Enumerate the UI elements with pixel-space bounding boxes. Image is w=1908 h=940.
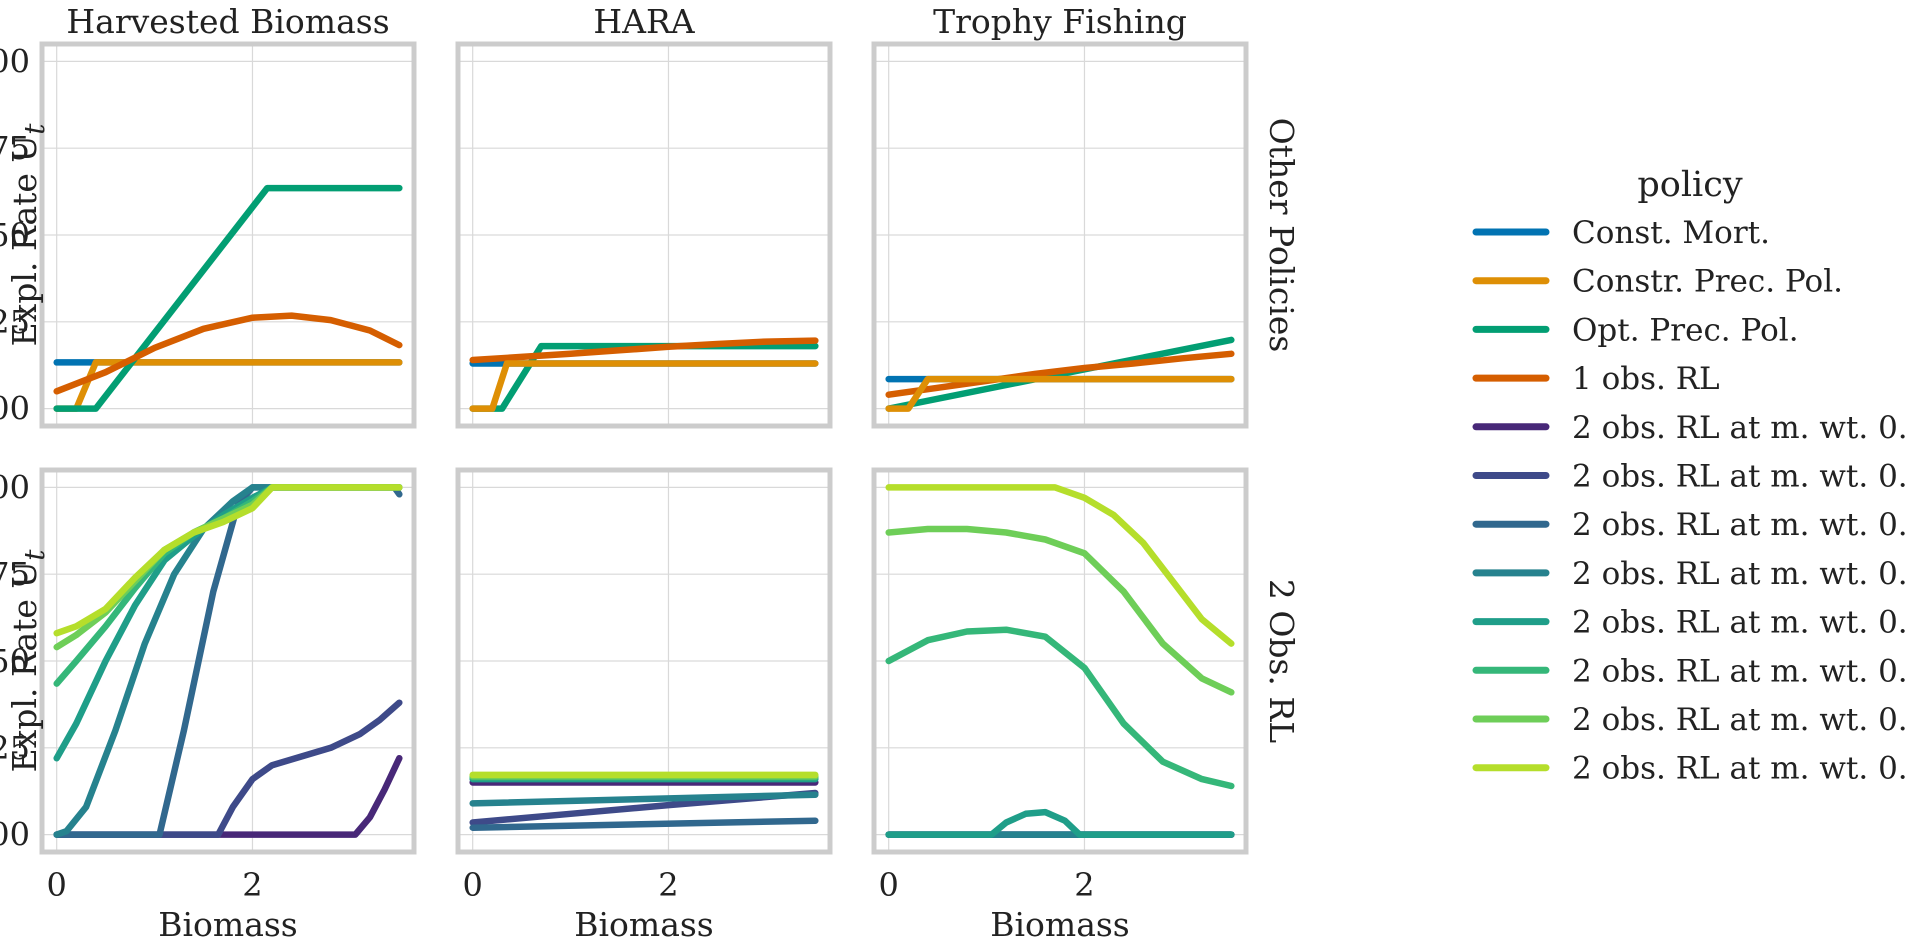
legend-item: Const. Mort. [1472, 215, 1770, 251]
ytick-label: 0.00 [0, 816, 30, 854]
legend-label: 1 obs. RL [1572, 361, 1720, 397]
series-line [53, 699, 403, 838]
legend-label: 2 obs. RL at m. wt. 0.25 [1572, 410, 1908, 446]
series-line [885, 525, 1235, 696]
panel-1-1: 0.00 0.25 0.50 0.75 1.00 Expl. Rate Ut Harvest… [0, 2, 417, 429]
series-line [53, 754, 403, 838]
legend-title: policy [1637, 165, 1742, 205]
series-line [53, 484, 403, 637]
legend-item: 2 obs. RL at m. wt. 0.49 [1472, 556, 1908, 592]
legend: policy Const. Mort. Constr. Prec. Pol. Opt.… [1472, 165, 1908, 787]
legend-item: 2 obs. RL at m. wt. 0.33 [1472, 459, 1908, 495]
legend-item: 2 obs. RL at m. wt. 0.65 [1472, 653, 1908, 689]
column-title: Harvested Biomass [66, 2, 389, 41]
xtick-label: 2 [1074, 866, 1094, 904]
panel-2-1: 0.00 0.25 0.50 0.75 1.00 Expl. Rate Ut 0 2Bioma… [0, 467, 417, 940]
series-line [469, 337, 819, 364]
legend-label: 2 obs. RL at m. wt. 0.81 [1572, 751, 1908, 787]
ytick-label: 0.75 [0, 555, 30, 593]
legend-item: 2 obs. RL at m. wt. 0.57 [1472, 605, 1908, 641]
legend-label: Const. Mort. [1572, 215, 1770, 251]
legend-item: 2 obs. RL at m. wt. 0.25 [1472, 410, 1908, 446]
series-line [469, 791, 819, 807]
ytick-label: 0.50 [0, 642, 30, 680]
xtick-label: 2 [658, 866, 678, 904]
legend-item: 2 obs. RL at m. wt. 0.81 [1472, 751, 1908, 787]
legend-label: Constr. Prec. Pol. [1572, 264, 1843, 300]
column-title: Trophy Fishing [933, 2, 1187, 41]
ytick-label: 0.50 [0, 216, 30, 254]
y-axis-label: Expl. Rate Ut [5, 123, 51, 347]
panel-frame [871, 467, 1249, 855]
legend-label: 2 obs. RL at m. wt. 0.65 [1572, 653, 1908, 689]
ytick-label: 0.25 [0, 729, 30, 767]
x-axis-label: Biomass [574, 905, 714, 940]
series-line [469, 360, 819, 412]
series-line [53, 184, 403, 412]
xtick-label: 0 [463, 866, 483, 904]
panel-1-2: HARA [455, 2, 833, 429]
series-line [885, 375, 1235, 412]
ytick-label: 0.00 [0, 390, 30, 428]
xtick-label: 0 [47, 866, 67, 904]
y-axis-label: Expl. Rate Ut [5, 549, 51, 773]
legend-item: Constr. Prec. Pol. [1472, 264, 1843, 300]
series-line [53, 312, 403, 395]
ytick-label: 0.25 [0, 303, 30, 341]
xtick-label: 2 [242, 866, 262, 904]
ytick-label: 1.00 [0, 42, 30, 80]
row-title: Other Policies [1262, 118, 1301, 353]
ytick-label: 0.75 [0, 129, 30, 167]
panels-layer: 0.00 0.25 0.50 0.75 1.00 Expl. Rate Ut Harvest… [0, 2, 1301, 940]
row-title: 2 Obs. RL [1262, 579, 1301, 743]
series-line [469, 817, 819, 831]
legend-label: 2 obs. RL at m. wt. 0.73 [1572, 702, 1908, 738]
legend-label: 2 obs. RL at m. wt. 0.49 [1572, 556, 1908, 592]
panel-frame [39, 41, 417, 429]
panel-frame [455, 41, 833, 429]
series-line [885, 350, 1235, 398]
legend-item: 2 obs. RL at m. wt. 0.73 [1472, 702, 1908, 738]
legend-label: 2 obs. RL at m. wt. 0.57 [1572, 605, 1908, 641]
legend-item: 2 obs. RL at m. wt. 0.41 [1472, 507, 1908, 543]
x-axis-label: Biomass [158, 905, 298, 940]
panel-1-3: Trophy Fishing Other Policies [871, 2, 1301, 429]
legend-label: 2 obs. RL at m. wt. 0.33 [1572, 459, 1908, 495]
panel-frame [39, 467, 417, 855]
series-line [885, 336, 1235, 412]
panel-frame [455, 467, 833, 855]
x-axis-label: Biomass [990, 905, 1130, 940]
series-line [885, 808, 1235, 838]
series-line [885, 626, 1235, 790]
legend-item: Opt. Prec. Pol. [1472, 312, 1799, 348]
panel-frame [871, 41, 1249, 429]
legend-label: Opt. Prec. Pol. [1572, 312, 1799, 348]
column-title: HARA [593, 2, 695, 41]
legend-item: 1 obs. RL [1472, 361, 1720, 397]
xtick-label: 0 [879, 866, 899, 904]
legend-label: 2 obs. RL at m. wt. 0.41 [1572, 507, 1908, 543]
ytick-label: 1.00 [0, 468, 30, 506]
series-line [885, 484, 1235, 647]
series-line [53, 484, 403, 838]
